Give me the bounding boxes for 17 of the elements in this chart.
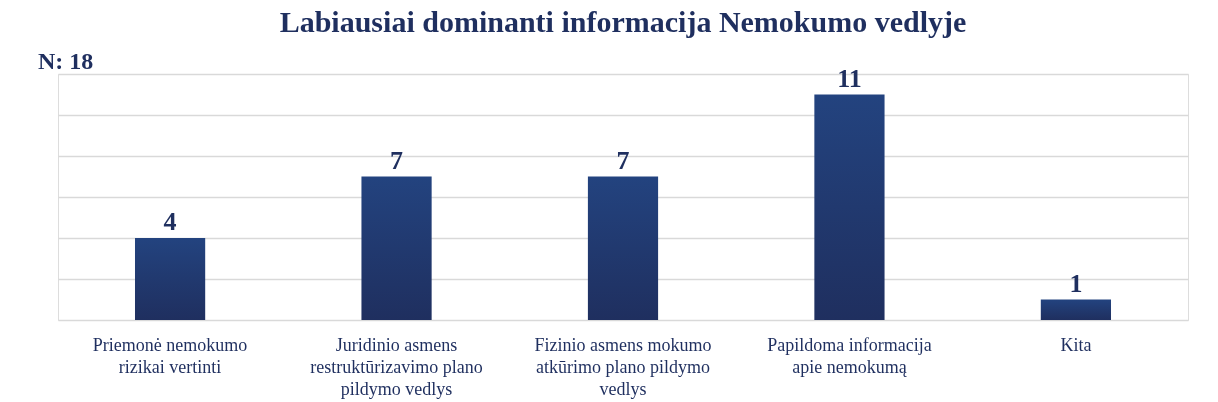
- x-tick-label: Fizinio asmens mokumo atkūrimo plano pildymo vedlys: [534, 334, 712, 399]
- data-label: 4: [163, 207, 177, 236]
- data-label: 11: [837, 63, 862, 93]
- chart-title: Labiausiai dominanti informacija Nemokumo vedlyje: [279, 5, 967, 38]
- annotation: N: 18: [38, 48, 94, 74]
- bar: [134, 238, 206, 320]
- data-label: 7: [616, 145, 630, 175]
- x-tick-label: Juridinio asmens restruktūrizavimo plano pildymo vedlys: [310, 334, 483, 399]
- data-label: 1: [1069, 268, 1083, 298]
- bar: [814, 94, 885, 320]
- bar: [1040, 299, 1112, 320]
- bar: [587, 176, 659, 320]
- bar: [361, 176, 432, 320]
- x-tick-label: Priemonė nemokumo rizikai vertinti: [92, 334, 248, 377]
- x-tick-label: Kita: [1060, 334, 1092, 355]
- data-label: 7: [390, 145, 404, 175]
- x-tick-label: Papildoma informacija apie nemokumą: [767, 334, 932, 377]
